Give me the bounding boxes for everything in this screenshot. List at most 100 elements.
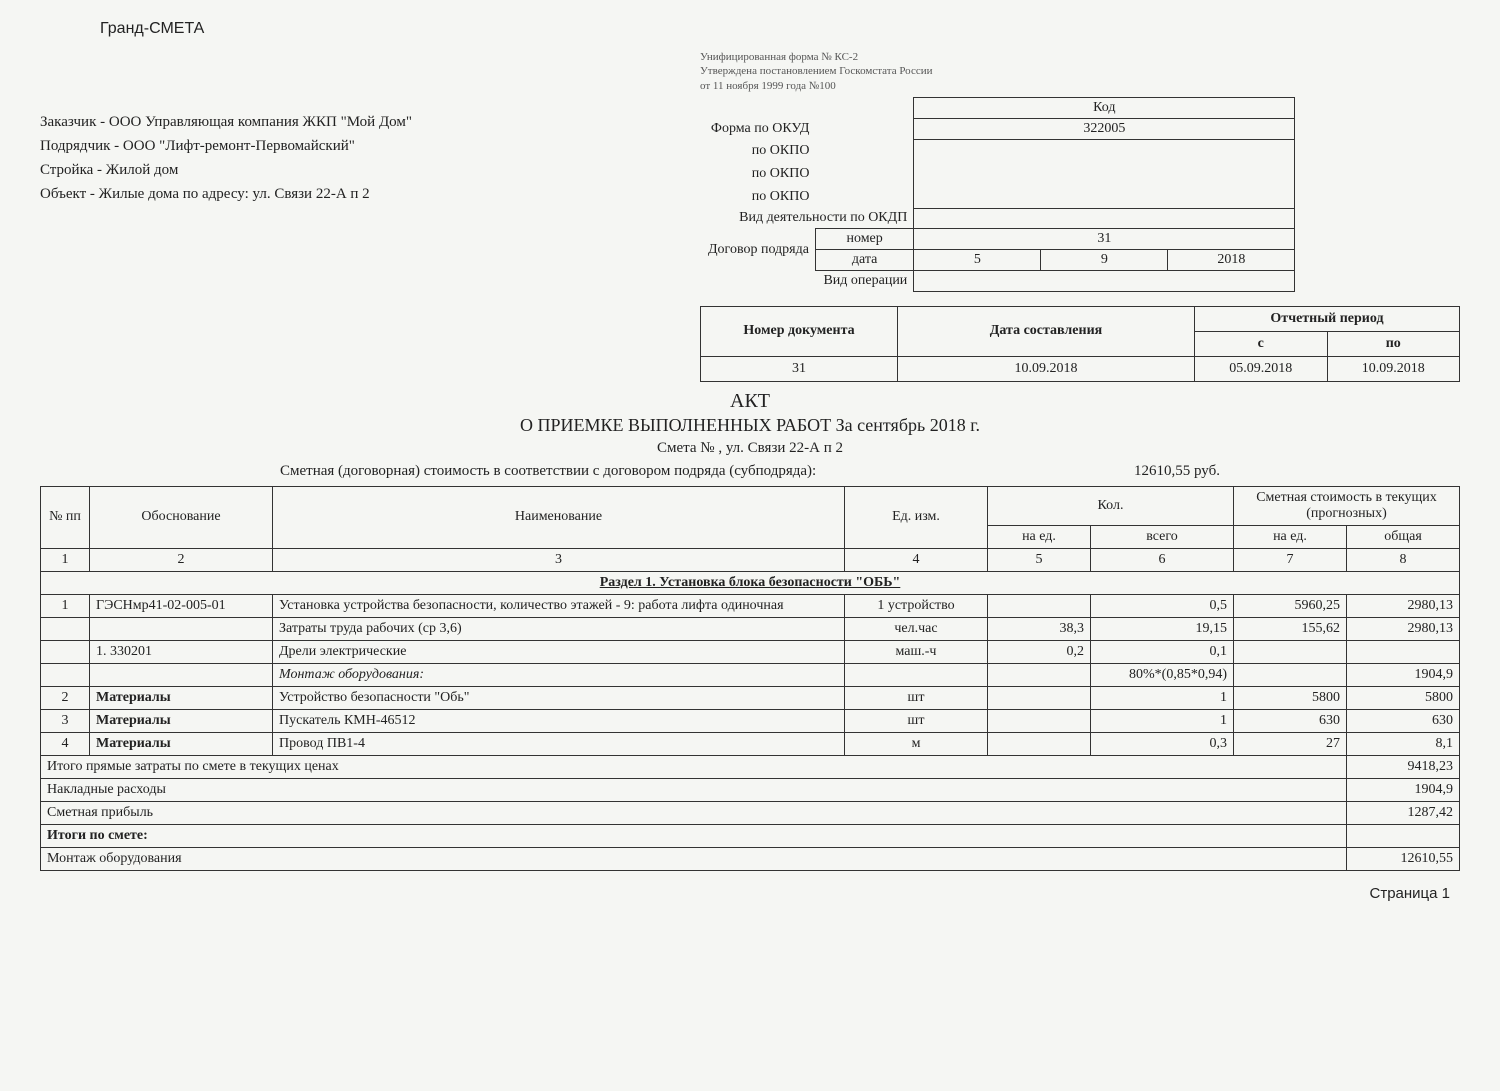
col-number: 2 xyxy=(90,548,273,571)
contract-date-d: 5 xyxy=(914,250,1041,271)
contract-num-label: номер xyxy=(815,229,913,250)
col-number: 6 xyxy=(1091,548,1234,571)
table-row: 3МатериалыПускатель КМН-46512шт1630630 xyxy=(41,709,1460,732)
table-cell: 2 xyxy=(41,686,90,709)
table-cell: 155,62 xyxy=(1234,617,1347,640)
form-note-3: от 11 ноября 1999 года №100 xyxy=(700,79,1460,93)
table-cell: Установка устройства безопасности, колич… xyxy=(273,594,845,617)
contract-date-m: 9 xyxy=(1041,250,1168,271)
col-number: 8 xyxy=(1347,548,1460,571)
okpo3-label: по ОКПО xyxy=(700,185,815,208)
table-cell: шт xyxy=(845,709,988,732)
codes-table: Код Форма по ОКУД 322005 по ОКПО по ОКПО… xyxy=(700,97,1295,292)
okpo2-label: по ОКПО xyxy=(700,162,815,185)
col-cost: Сметная стоимость в текущих (прогнозных) xyxy=(1234,486,1460,525)
period-from-value: 05.09.2018 xyxy=(1195,356,1328,381)
doc-num-header: Номер документа xyxy=(701,306,898,356)
object-line: Объект - Жилые дома по адресу: ул. Связи… xyxy=(40,182,412,206)
col-number: 3 xyxy=(273,548,845,571)
table-cell xyxy=(845,663,988,686)
table-row: Затраты труда рабочих (ср 3,6)чел.час38,… xyxy=(41,617,1460,640)
table-cell: Материалы xyxy=(90,686,273,709)
table-cell: Пускатель КМН-46512 xyxy=(273,709,845,732)
col-qty-total: всего xyxy=(1091,525,1234,548)
table-row: 4МатериалыПровод ПВ1-4м 0,3278,1 xyxy=(41,732,1460,755)
table-cell: 0,5 xyxy=(1091,594,1234,617)
col-number: 1 xyxy=(41,548,90,571)
cost-value: 12610,55 руб. xyxy=(1134,463,1220,480)
total-value xyxy=(1347,824,1460,847)
table-cell xyxy=(988,686,1091,709)
table-cell: 27 xyxy=(1234,732,1347,755)
table-cell: 8,1 xyxy=(1347,732,1460,755)
code-header: Код xyxy=(914,97,1295,118)
okpo1-label: по ОКПО xyxy=(700,139,815,162)
table-cell: м xyxy=(845,732,988,755)
table-cell: 0,3 xyxy=(1091,732,1234,755)
total-value: 9418,23 xyxy=(1347,755,1460,778)
col-qty-per: на ед. xyxy=(988,525,1091,548)
table-cell: 2980,13 xyxy=(1347,594,1460,617)
table-cell xyxy=(90,663,273,686)
table-cell: 1. 330201 xyxy=(90,640,273,663)
total-value: 1904,9 xyxy=(1347,778,1460,801)
col-price-per: на ед. xyxy=(1234,525,1347,548)
okdp-cell xyxy=(914,208,1295,229)
table-cell: 4 xyxy=(41,732,90,755)
col-unit: Ед. изм. xyxy=(845,486,988,548)
total-value: 1287,42 xyxy=(1347,801,1460,824)
col-qty: Кол. xyxy=(988,486,1234,525)
act-subtitle: О ПРИЕМКЕ ВЫПОЛНЕННЫХ РАБОТ За сентябрь … xyxy=(40,415,1460,436)
period-to-value: 10.09.2018 xyxy=(1327,356,1460,381)
table-cell: 0,2 xyxy=(988,640,1091,663)
col-number: 4 xyxy=(845,548,988,571)
table-cell: Материалы xyxy=(90,732,273,755)
col-price-total: общая xyxy=(1347,525,1460,548)
main-table: № пп Обоснование Наименование Ед. изм. К… xyxy=(40,486,1460,871)
table-cell xyxy=(988,732,1091,755)
table-row: 1. 330201Дрели электрическиемаш.-ч0,20,1 xyxy=(41,640,1460,663)
table-cell: 1 устройство xyxy=(845,594,988,617)
comp-date-header: Дата составления xyxy=(898,306,1195,356)
total-row: Итого прямые затраты по смете в текущих … xyxy=(41,755,1460,778)
total-row: Монтаж оборудования12610,55 xyxy=(41,847,1460,870)
table-cell xyxy=(1234,640,1347,663)
table-cell: Материалы xyxy=(90,709,273,732)
table-cell: 2980,13 xyxy=(1347,617,1460,640)
app-title: Гранд-СМЕТА xyxy=(100,20,1460,38)
table-cell: 630 xyxy=(1347,709,1460,732)
table-cell: чел.час xyxy=(845,617,988,640)
table-cell xyxy=(90,617,273,640)
table-cell: 630 xyxy=(1234,709,1347,732)
table-cell xyxy=(1347,640,1460,663)
col-number: 7 xyxy=(1234,548,1347,571)
table-cell: 5960,25 xyxy=(1234,594,1347,617)
okud-value: 322005 xyxy=(914,118,1295,139)
total-label: Накладные расходы xyxy=(41,778,1347,801)
table-cell: 1904,9 xyxy=(1347,663,1460,686)
table-cell: Дрели электрические xyxy=(273,640,845,663)
table-cell: 5800 xyxy=(1347,686,1460,709)
okpo-cell xyxy=(914,139,1295,208)
table-cell: 1 xyxy=(41,594,90,617)
total-label: Сметная прибыль xyxy=(41,801,1347,824)
table-row: 1ГЭСНмр41-02-005-01Установка устройства … xyxy=(41,594,1460,617)
page-number: Страница 1 xyxy=(40,885,1460,902)
contract-label: Договор подряда xyxy=(700,229,815,271)
comp-date-value: 10.09.2018 xyxy=(898,356,1195,381)
smeta-no: Смета № , ул. Связи 22-А п 2 xyxy=(40,440,1460,457)
table-cell: Провод ПВ1-4 xyxy=(273,732,845,755)
table-cell xyxy=(988,663,1091,686)
form-note: Унифицированная форма № КС-2 Утверждена … xyxy=(700,50,1460,93)
parties-block: Заказчик - ООО Управляющая компания ЖКП … xyxy=(40,110,412,206)
total-value: 12610,55 xyxy=(1347,847,1460,870)
contract-date-y: 2018 xyxy=(1168,250,1295,271)
period-to-header: по xyxy=(1327,331,1460,356)
table-cell: 38,3 xyxy=(988,617,1091,640)
col-number: 5 xyxy=(988,548,1091,571)
okud-label: Форма по ОКУД xyxy=(700,118,815,139)
table-cell xyxy=(988,709,1091,732)
table-cell: 19,15 xyxy=(1091,617,1234,640)
table-cell xyxy=(41,617,90,640)
table-cell xyxy=(41,640,90,663)
